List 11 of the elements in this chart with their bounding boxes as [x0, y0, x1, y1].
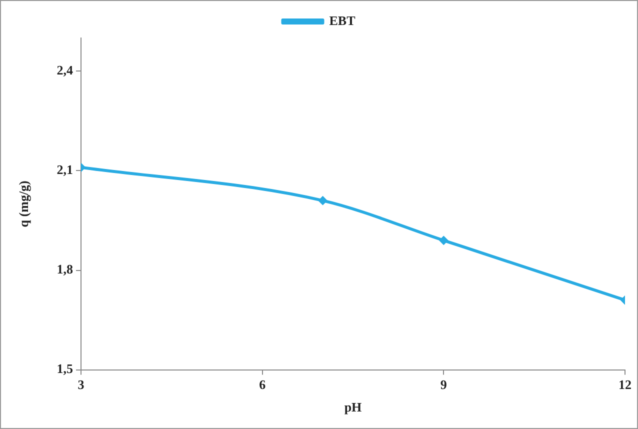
y-tick-label: 2,4: [56, 62, 74, 78]
x-tick-label: 3: [78, 376, 85, 392]
y-tick-label: 1,5: [56, 361, 74, 376]
y-tick-label: 1,8: [56, 262, 74, 277]
x-axis-title: pH: [344, 400, 362, 415]
x-tick-label: 12: [618, 376, 632, 392]
y-axis-title: q (mg/g): [16, 180, 32, 228]
legend-label: EBT: [329, 12, 356, 28]
x-tick-label: 9: [440, 376, 448, 392]
y-tick-label: 2,1: [56, 162, 73, 178]
x-tick-label: 6: [259, 376, 266, 392]
